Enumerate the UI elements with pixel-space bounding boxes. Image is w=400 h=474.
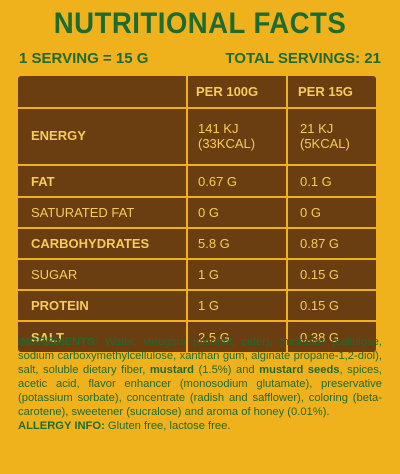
ingredient-mustard: mustard — [149, 364, 194, 376]
row-divider — [18, 107, 376, 109]
row-name-carbohydrates: CARBOHYDRATES — [31, 236, 150, 251]
row-name-saturated-fat: SATURATED FAT — [31, 205, 135, 220]
serving-size: 1 SERVING = 15 G — [19, 50, 149, 67]
serving-info: 1 SERVING = 15 G TOTAL SERVINGS: 21 — [19, 50, 381, 70]
row-value-energy-15g: 21 KJ (5KCAL) — [300, 120, 350, 151]
row-name-protein: PROTEIN — [31, 298, 89, 313]
row-name-sugar: SUGAR — [31, 267, 78, 282]
ingredients-text: INGREDIENTS: Water, vinegars (alcohol, c… — [18, 335, 382, 433]
row-divider — [18, 320, 376, 322]
allergy-text: Gluten free, lactose free. — [104, 420, 231, 432]
row-divider — [18, 164, 376, 166]
row-value-sugar-15g: 0.15 G — [300, 267, 340, 282]
page-title: NUTRITIONAL FACTS — [53, 7, 347, 40]
column-divider-2 — [286, 76, 288, 352]
column-divider-1 — [186, 76, 188, 352]
row-value-salt-15g: 0.38 G — [300, 329, 340, 345]
row-value-carbohydrates-100g: 5.8 G — [198, 236, 230, 251]
row-value-protein-15g: 0.15 G — [300, 298, 340, 313]
row-name-energy: ENERGY — [31, 128, 86, 143]
row-value-fat-100g: 0.67 G — [198, 173, 238, 189]
row-divider — [18, 227, 376, 229]
ingredients-text-part: (1.5%) and — [194, 364, 260, 376]
row-value-protein-100g: 1 G — [198, 298, 219, 313]
row-value-salt-100g: 2.5 G — [198, 329, 230, 345]
header-per-15g: PER 15G — [298, 84, 353, 99]
row-value-sugar-100g: 1 G — [198, 267, 219, 282]
header-per-100g: PER 100G — [196, 84, 259, 99]
nutrition-table: PER 100G PER 15G ENERGY 141 KJ (33KCAL) … — [18, 76, 376, 352]
ingredients-text-part: Water, vinegars (alcohol, cider), thicke… — [18, 336, 382, 376]
row-name-fat: FAT — [31, 173, 55, 189]
row-value-carbohydrates-15g: 0.87 G — [300, 236, 340, 251]
row-divider — [18, 289, 376, 291]
row-divider — [18, 196, 376, 198]
ingredients-text-part: , spices, acetic acid, flavor enhancer (… — [18, 364, 382, 418]
row-value-fat-15g: 0.1 G — [300, 173, 332, 189]
ingredient-mustard-seeds: mustard seeds — [259, 364, 340, 376]
ingredients-label: INGREDIENTS: — [18, 336, 99, 348]
row-value-saturated-fat-100g: 0 G — [198, 205, 219, 220]
row-name-salt: SALT — [31, 329, 64, 345]
row-value-saturated-fat-15g: 0 G — [300, 205, 321, 220]
row-value-energy-100g: 141 KJ (33KCAL) — [198, 120, 256, 151]
total-servings: TOTAL SERVINGS: 21 — [225, 50, 381, 67]
row-divider — [18, 258, 376, 260]
allergy-label: ALLERGY INFO: — [18, 420, 105, 432]
